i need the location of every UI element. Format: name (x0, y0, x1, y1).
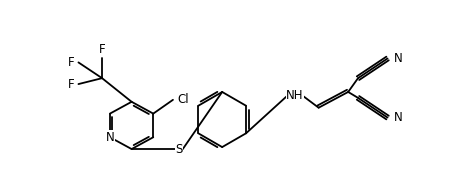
Text: S: S (175, 143, 183, 156)
Text: Cl: Cl (177, 93, 189, 106)
Text: F: F (68, 78, 75, 91)
Text: N: N (106, 131, 114, 144)
Text: N: N (393, 111, 402, 124)
Text: F: F (68, 56, 75, 69)
Text: NH: NH (286, 89, 304, 102)
Text: F: F (99, 43, 105, 56)
Text: N: N (393, 52, 402, 65)
